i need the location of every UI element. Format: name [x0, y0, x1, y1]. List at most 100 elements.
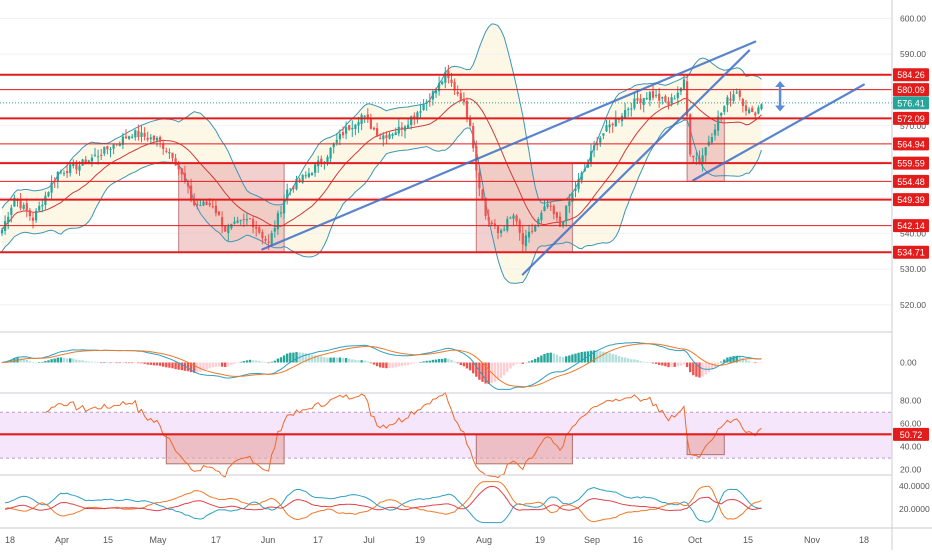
macd-histogram-bar	[301, 352, 304, 363]
candle-body	[434, 90, 438, 94]
candle-body	[35, 210, 38, 221]
candle-body	[689, 114, 692, 155]
macd-histogram-bar	[431, 359, 435, 363]
candle-body	[307, 173, 310, 177]
macd-histogram-bar	[258, 361, 261, 363]
candle	[574, 181, 577, 198]
macd-histogram-bar	[127, 362, 131, 364]
candle-body	[543, 206, 546, 212]
adx-line	[5, 485, 762, 512]
candle	[143, 127, 146, 141]
trendline-3[interactable]	[692, 83, 865, 182]
candle-body	[574, 188, 577, 191]
macd-histogram-bar	[515, 362, 518, 364]
candle	[372, 126, 376, 131]
candle-body	[193, 199, 196, 206]
trendline-1[interactable]	[261, 40, 757, 251]
candle-body	[227, 226, 230, 234]
candle	[59, 169, 62, 175]
candle-body	[422, 104, 425, 110]
candle	[524, 229, 527, 252]
candle-body	[630, 108, 633, 110]
candle	[717, 110, 720, 136]
candle	[648, 90, 651, 107]
candle-body	[735, 92, 738, 94]
candle-body	[744, 105, 748, 112]
level-tag	[893, 68, 929, 82]
macd-histogram-bar	[286, 353, 289, 363]
candle	[509, 216, 512, 219]
candle-body	[168, 152, 171, 154]
macd-histogram-bar	[385, 362, 388, 369]
candle-body	[258, 227, 261, 233]
macd-histogram-bar	[735, 355, 738, 363]
candle-body	[270, 233, 273, 245]
price-axis-tick: 540.00	[900, 228, 926, 238]
macd-histogram-bar	[608, 352, 611, 363]
candle	[310, 171, 314, 176]
candle-body	[729, 98, 732, 101]
level-tag	[893, 156, 929, 170]
level-tag-label: 572.09	[897, 114, 925, 124]
candle	[713, 123, 717, 141]
macd-histogram-bar	[428, 360, 431, 363]
macd-histogram-bar	[689, 362, 692, 373]
macd-histogram-bar	[459, 362, 462, 366]
macd-histogram-bar	[723, 359, 726, 363]
candle	[565, 205, 568, 227]
candle-body	[664, 96, 667, 102]
candle	[407, 118, 410, 129]
x-axis-tick: 19	[535, 535, 545, 545]
trendline-2[interactable]	[521, 49, 751, 276]
range-arrow-head-down	[775, 105, 786, 112]
candle-body	[131, 136, 134, 138]
candle	[301, 173, 304, 184]
macd-histogram-bar	[90, 361, 94, 363]
macd-histogram-bar	[236, 362, 239, 364]
x-axis-tick: 18	[5, 535, 15, 545]
candle-body	[13, 197, 16, 207]
candle	[744, 99, 748, 116]
candle	[276, 210, 279, 235]
candle-body	[171, 152, 174, 158]
macd-histogram-bar	[561, 357, 565, 363]
candle-body	[648, 92, 651, 101]
macd-histogram-bar	[168, 362, 171, 368]
macd-histogram-bar	[87, 361, 90, 363]
candle	[214, 200, 217, 217]
candle	[503, 225, 506, 232]
candle	[186, 179, 190, 194]
candle-body	[723, 106, 726, 112]
macd-histogram-bar	[137, 362, 140, 364]
candle-body	[366, 114, 369, 120]
candle	[487, 209, 490, 227]
candle	[624, 103, 627, 119]
candle-body	[472, 125, 475, 149]
macd-histogram-bar	[261, 361, 264, 363]
horizontal-levels[interactable]	[0, 73, 892, 436]
candlestick-series	[0, 64, 763, 252]
macd-histogram-bar	[103, 362, 106, 363]
x-axis-tick: Oct	[688, 535, 703, 545]
candle	[348, 125, 351, 131]
trendlines[interactable]	[261, 40, 865, 276]
candle	[549, 201, 552, 211]
candle	[469, 114, 472, 128]
candle-body	[10, 207, 13, 215]
macd-histogram-bar	[571, 354, 574, 363]
macd-histogram-bar	[59, 357, 63, 363]
macd-histogram-bar	[465, 362, 469, 369]
dmi-axis-tick: 40.0000	[899, 481, 930, 491]
candle-body	[379, 138, 382, 140]
candle-body	[720, 113, 723, 116]
candle	[124, 129, 128, 139]
macd-histogram-bar	[676, 362, 679, 367]
candle	[738, 88, 741, 101]
candle	[651, 85, 655, 101]
candle	[304, 171, 307, 179]
macd-histogram-bar	[326, 357, 329, 363]
candle	[354, 124, 357, 136]
macd-histogram-bar	[93, 361, 97, 363]
